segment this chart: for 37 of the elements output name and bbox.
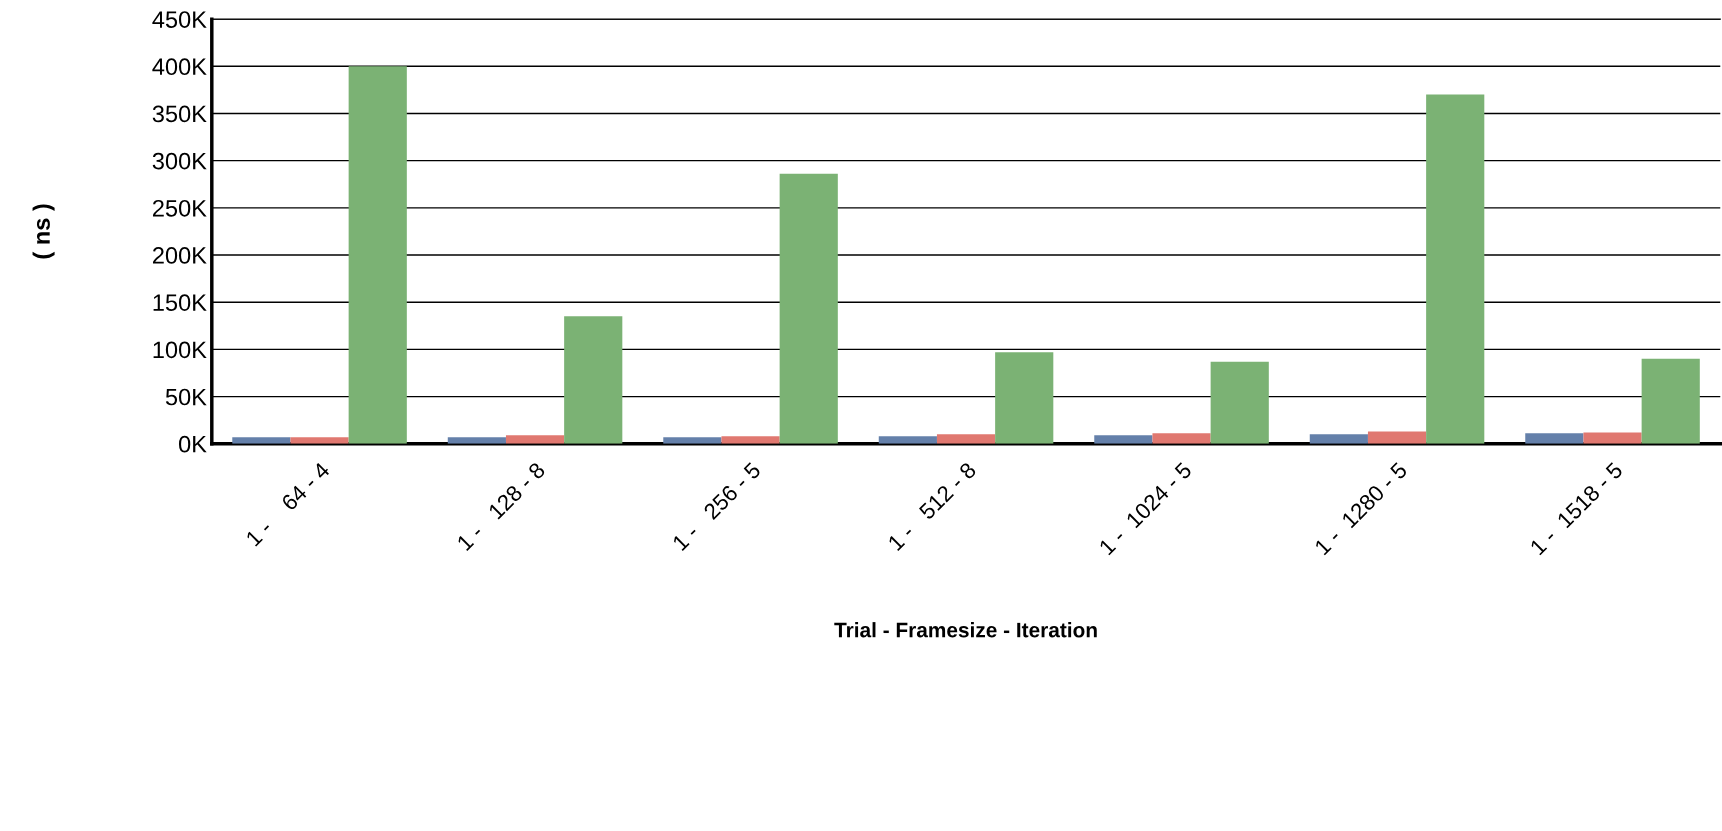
x-tick-label: 1 - 256 - 5 <box>671 461 762 552</box>
bar <box>1426 94 1485 444</box>
bar <box>1152 433 1211 444</box>
bar <box>1367 431 1427 444</box>
y-axis-title: ( ns ) <box>32 204 55 259</box>
y-tick-label: 100K <box>153 341 207 359</box>
bar <box>232 437 291 444</box>
x-tick-label: 1 - 128 - 8 <box>456 461 546 552</box>
bar <box>1210 361 1269 444</box>
bar <box>995 352 1054 444</box>
bar <box>721 436 780 444</box>
y-tick-label: 250K <box>152 199 207 217</box>
y-tick-label: 50K <box>165 388 207 406</box>
x-tick-label: 1 - 512 - 8 <box>887 461 977 552</box>
bar <box>1309 434 1368 444</box>
bar <box>1641 358 1700 444</box>
bar <box>348 66 407 444</box>
y-tick-label: 200K <box>152 247 207 264</box>
bar <box>447 437 506 444</box>
bar <box>663 437 722 444</box>
bar <box>290 437 349 444</box>
bar <box>936 434 996 444</box>
y-tick-label: 450K <box>152 11 207 28</box>
y-tick-label: 350K <box>152 105 207 123</box>
x-tick-label: 1 - 64 - 4 <box>245 461 331 547</box>
bar <box>1094 435 1153 444</box>
bar <box>564 316 623 444</box>
bar <box>505 435 565 444</box>
y-tick-label: 150K <box>153 294 207 311</box>
x-axis-title: Trial - Framesize - Iteration <box>834 622 1097 638</box>
bar <box>779 173 838 444</box>
bar <box>878 436 937 444</box>
bar <box>1525 433 1584 444</box>
y-tick-label: 300K <box>152 152 207 170</box>
bar <box>1583 432 1642 444</box>
y-tick-label: 400K <box>152 58 207 76</box>
y-tick-label: 0K <box>178 435 207 453</box>
